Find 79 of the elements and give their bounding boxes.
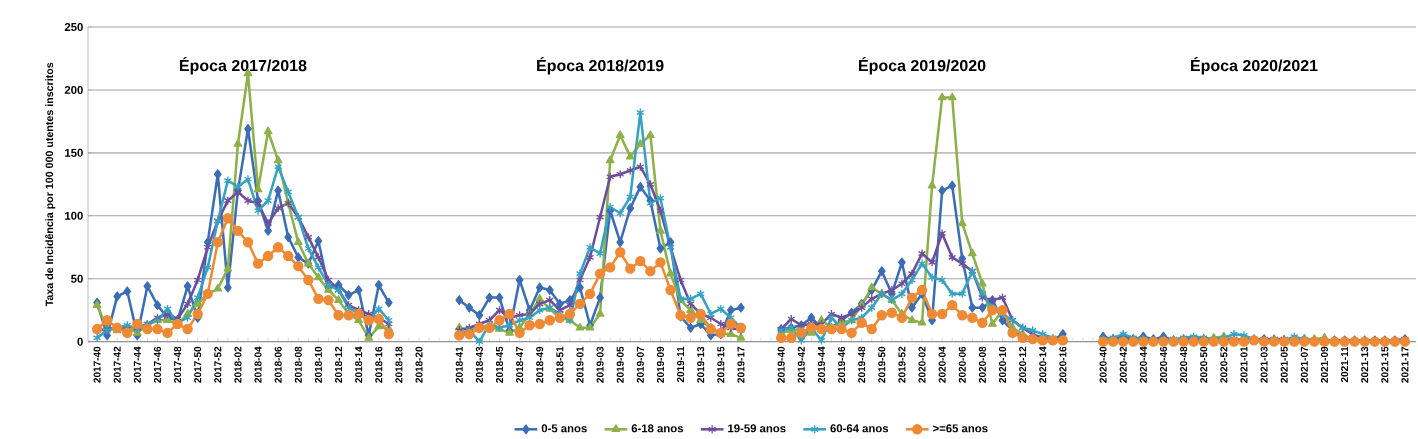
x-tick-label: 2018-16 bbox=[375, 346, 383, 383]
x-tick-label: 2017-40 bbox=[93, 346, 101, 383]
annotation: Época 2020/2021 bbox=[1191, 56, 1318, 75]
x-tick-label: 2019-15 bbox=[717, 346, 725, 383]
y-tick-label: 250 bbox=[64, 22, 83, 31]
x-tick-label: 2018-14 bbox=[355, 346, 363, 383]
y-tick-label: 0 bbox=[77, 337, 83, 346]
x-tick-label: 2017-52 bbox=[214, 346, 222, 383]
x-tick-label: 2017-42 bbox=[113, 346, 121, 383]
x-tick-label: 2021-07 bbox=[1300, 346, 1308, 383]
x-tick-label: 2020-16 bbox=[1059, 346, 1067, 383]
x-tick-label: 2021-11 bbox=[1341, 346, 1349, 383]
x-tick-label: 2019-11 bbox=[677, 346, 685, 383]
annotation: Época 2018/2019 bbox=[537, 56, 664, 75]
x-tick-label: 2018-20 bbox=[415, 346, 423, 383]
x-tick-label: 2018-02 bbox=[234, 346, 242, 383]
x-tick-label: 2019-40 bbox=[777, 346, 785, 383]
legend-label: >=65 anos bbox=[933, 424, 988, 433]
legend-label: 0-5 anos bbox=[541, 424, 587, 433]
x-tick-label: 2018-41 bbox=[455, 346, 463, 383]
x-tick-label: 2020-46 bbox=[1159, 346, 1168, 383]
x-tick-label: 2018-10 bbox=[314, 346, 322, 383]
x-tick-label: 2018-51 bbox=[556, 346, 564, 383]
x-tick-label: 2021-03 bbox=[1260, 346, 1268, 383]
x-tick-label: 2018-04 bbox=[254, 346, 262, 383]
x-tick-label: 2020-40 bbox=[1099, 346, 1107, 383]
x-tick-label: 2019-48 bbox=[858, 346, 866, 383]
legend-label: 60-64 anos bbox=[830, 424, 889, 433]
x-tick-label: 2019-01 bbox=[576, 346, 584, 383]
x-tick-label: 2020-50 bbox=[1200, 346, 1208, 383]
x-tick-label: 2020-06 bbox=[958, 346, 966, 383]
annotation: Época 2017/2018 bbox=[179, 56, 307, 75]
x-tick-label: 2017-46 bbox=[153, 346, 161, 383]
x-tick-label: 2021-15 bbox=[1381, 346, 1389, 383]
x-tick-label: 2020-52 bbox=[1220, 346, 1228, 383]
y-tick-label: 50 bbox=[71, 274, 83, 283]
x-tick-label: 2019-05 bbox=[616, 346, 624, 383]
x-tick-label: 2018-18 bbox=[395, 346, 403, 383]
x-tick-label: 2018-43 bbox=[475, 346, 483, 383]
x-tick-label: 2017-48 bbox=[174, 346, 182, 383]
x-tick-label: 2019-13 bbox=[697, 346, 705, 383]
y-tick-label: 150 bbox=[65, 148, 83, 157]
annotation: Época 2019/2020 bbox=[859, 56, 986, 75]
x-tick-label: 2019-42 bbox=[797, 346, 805, 383]
x-tick-label: 2020-42 bbox=[1119, 346, 1127, 383]
x-tick-label: 2017-44 bbox=[133, 346, 141, 383]
x-tick-label: 2021-13 bbox=[1361, 346, 1369, 383]
x-tick-label: 2019-50 bbox=[878, 346, 886, 383]
x-tick-label: 2020-14 bbox=[1039, 346, 1047, 383]
x-tick-label: 2018-08 bbox=[294, 346, 302, 383]
x-tick-label: 2020-48 bbox=[1180, 346, 1188, 383]
x-tick-label: 2019-44 bbox=[817, 346, 825, 383]
x-tick-label: 2017-50 bbox=[194, 346, 202, 383]
x-tick-label: 2020-12 bbox=[1019, 346, 1027, 383]
x-tick-label: 2021-17 bbox=[1401, 346, 1409, 383]
x-tick-label: 2021-05 bbox=[1280, 346, 1288, 383]
x-tick-label: 2019-07 bbox=[636, 346, 644, 383]
x-tick-label: 2020-04 bbox=[938, 346, 946, 383]
x-tick-label: 2018-49 bbox=[536, 346, 544, 383]
x-tick-label: 2019-03 bbox=[596, 346, 604, 383]
x-tick-label: 2019-09 bbox=[656, 346, 664, 383]
x-tick-label: 2018-45 bbox=[495, 346, 504, 383]
legend-label: 19-59 anos bbox=[728, 424, 786, 433]
x-tick-label: 2021-09 bbox=[1320, 346, 1328, 383]
x-tick-label: 2019-46 bbox=[838, 346, 846, 383]
x-tick-label: 2018-12 bbox=[334, 346, 343, 383]
x-tick-label: 2019-17 bbox=[737, 346, 745, 383]
x-tick-label: 2019-52 bbox=[898, 346, 906, 383]
x-tick-label: 2018-47 bbox=[516, 346, 524, 383]
x-tick-label: 2018-06 bbox=[274, 346, 282, 383]
y-axis-title: Taxa de Incidência por 100 000 utentes inscritos bbox=[45, 62, 56, 307]
y-tick-label: 100 bbox=[65, 211, 83, 220]
y-tick-label: 200 bbox=[64, 85, 83, 94]
x-tick-label: 2020-02 bbox=[918, 346, 926, 383]
x-tick-label: 2020-08 bbox=[978, 346, 986, 383]
x-tick-label: 2020-10 bbox=[998, 346, 1007, 383]
legend-label: 6-18 anos bbox=[631, 424, 684, 433]
x-tick-label: 2020-44 bbox=[1139, 346, 1147, 383]
x-tick-label: 2021-01 bbox=[1240, 346, 1248, 383]
